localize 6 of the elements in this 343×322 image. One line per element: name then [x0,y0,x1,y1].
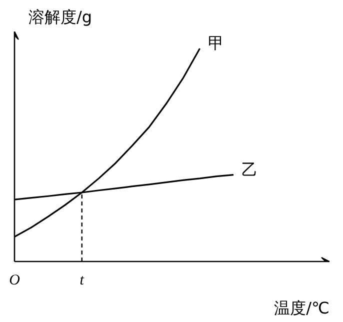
x-axis-title: 温度/℃ [274,298,330,318]
y-axis-title: 溶解度/g [28,8,92,26]
series-label: 甲 [208,34,224,53]
x-tick-label: t [80,272,85,288]
x-tick-label: O [9,272,20,288]
series-label: 乙 [241,160,258,179]
